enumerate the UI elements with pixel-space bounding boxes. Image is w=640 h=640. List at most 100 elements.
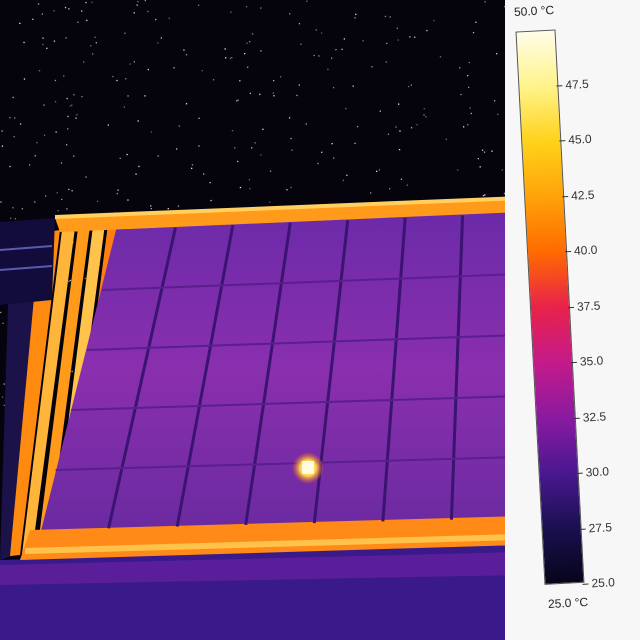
- speck: [118, 190, 119, 191]
- speck: [327, 69, 328, 70]
- speck: [67, 128, 68, 129]
- speck: [317, 163, 318, 164]
- speck: [395, 126, 396, 127]
- speck: [2, 146, 3, 147]
- speck: [2, 397, 3, 398]
- speck: [250, 93, 251, 94]
- speck: [42, 13, 43, 14]
- speck: [478, 158, 479, 159]
- speck: [318, 55, 319, 56]
- speck: [333, 87, 334, 88]
- speck: [469, 62, 470, 63]
- speck: [354, 17, 355, 18]
- speck: [67, 98, 68, 99]
- speck: [480, 166, 481, 167]
- speck: [497, 114, 498, 115]
- speck: [290, 138, 291, 139]
- speck: [370, 192, 371, 193]
- speck: [491, 151, 492, 152]
- speck: [363, 40, 364, 41]
- speck: [255, 142, 256, 143]
- speck: [259, 94, 260, 95]
- speck: [22, 208, 23, 209]
- speck: [411, 84, 412, 85]
- speck: [482, 150, 483, 151]
- mounting-bracket: [0, 218, 55, 305]
- speck: [237, 161, 238, 162]
- speck: [426, 30, 427, 31]
- speck: [385, 16, 386, 17]
- speck: [42, 38, 43, 39]
- speck: [333, 157, 334, 158]
- speck: [134, 12, 135, 13]
- speck: [225, 57, 226, 58]
- speck: [124, 106, 125, 107]
- speck: [9, 117, 10, 118]
- speck: [346, 175, 347, 176]
- speck: [386, 43, 387, 44]
- tick-label: 47.5: [556, 76, 589, 92]
- speck: [73, 156, 74, 157]
- speck: [399, 130, 400, 131]
- speck: [158, 155, 159, 156]
- speck: [353, 86, 354, 87]
- speck: [32, 19, 33, 20]
- speck: [81, 10, 82, 11]
- speck: [56, 132, 57, 133]
- speck: [186, 103, 187, 104]
- speck: [299, 23, 300, 24]
- speck: [289, 13, 290, 14]
- speck: [296, 95, 297, 96]
- speck: [341, 49, 342, 50]
- speck: [475, 22, 476, 23]
- speck: [343, 180, 344, 181]
- tick-label: 32.5: [573, 409, 606, 425]
- speck: [345, 108, 346, 109]
- speck: [484, 152, 485, 153]
- speck: [502, 169, 503, 170]
- speck: [14, 117, 15, 118]
- speck: [398, 104, 399, 105]
- speck: [116, 80, 117, 81]
- speck: [151, 132, 152, 133]
- speck: [237, 100, 238, 101]
- speck: [249, 41, 250, 42]
- speck: [61, 199, 62, 200]
- speck: [198, 145, 199, 146]
- speck: [86, 20, 87, 21]
- tick-label: 42.5: [562, 187, 595, 203]
- tick-label: 45.0: [559, 132, 592, 148]
- speck: [331, 58, 332, 59]
- tick-label: 30.0: [576, 464, 609, 480]
- speck: [42, 44, 43, 45]
- speck: [191, 168, 192, 169]
- speck: [463, 126, 464, 127]
- speck: [75, 118, 76, 119]
- speck: [15, 218, 16, 219]
- speck: [9, 166, 10, 167]
- speck: [61, 162, 62, 163]
- speck: [145, 0, 146, 1]
- speck: [45, 195, 46, 196]
- speck: [125, 78, 126, 79]
- speck: [148, 69, 149, 70]
- scale-max-label: 50.0 °C: [514, 3, 555, 19]
- speck: [183, 49, 184, 50]
- speck: [386, 61, 387, 62]
- speck: [198, 118, 199, 119]
- speck: [138, 120, 139, 121]
- speck: [19, 23, 20, 24]
- speck: [390, 16, 391, 17]
- speck: [467, 124, 468, 125]
- speck: [198, 5, 199, 6]
- speck: [68, 8, 69, 9]
- speck: [161, 37, 162, 38]
- speck: [43, 104, 44, 105]
- hotspot-core: [302, 461, 314, 474]
- speck: [244, 53, 245, 54]
- speck: [58, 210, 59, 211]
- speck: [168, 208, 169, 209]
- speck: [130, 63, 131, 64]
- speck: [85, 278, 86, 279]
